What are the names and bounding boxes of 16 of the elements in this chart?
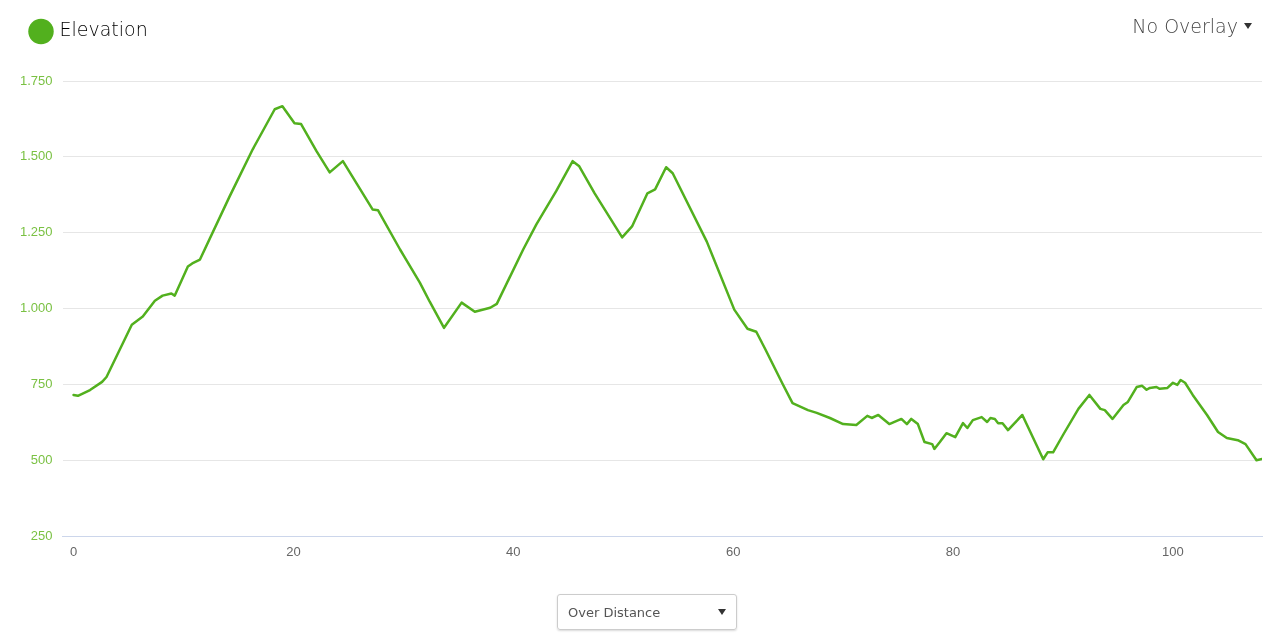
x-tick-label: 20 [286,543,301,559]
x-tick-label: 100 [1162,543,1184,559]
legend-label: Elevation [59,18,148,41]
x-tick-label: 0 [69,543,78,559]
y-tick-label: 1.000 [19,300,53,316]
x-tick-label: 80 [945,543,961,559]
text: No Overlay [1132,15,1238,37]
x-tick-label: 60 [725,543,741,559]
y-tick-label: 1.750 [19,72,53,88]
text: Over Distance [568,604,661,620]
y-tick-label: 250 [30,527,53,543]
y-tick-label: 500 [30,452,53,468]
y-tick-label: 750 [30,376,53,392]
x-tick-label: 40 [506,543,521,559]
y-tick-label: 1.500 [19,148,53,164]
y-tick-label: 1.250 [19,224,53,240]
